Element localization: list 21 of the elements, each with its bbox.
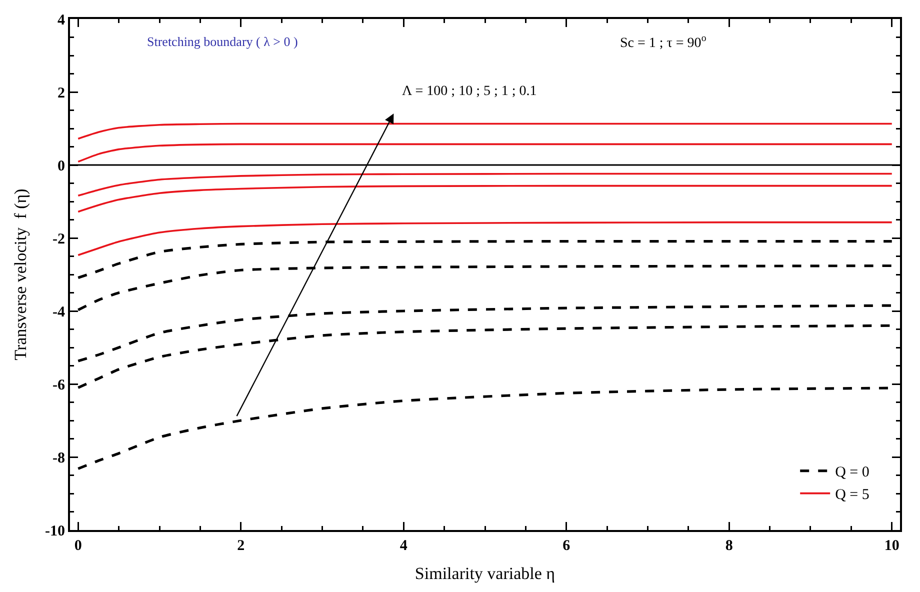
y-tick-label: -6 xyxy=(52,377,66,394)
y-tick-label: -4 xyxy=(52,304,66,320)
y-tick-label: 4 xyxy=(58,12,66,28)
x-tick-label: 8 xyxy=(725,538,733,554)
annotation: Sc = 1 ; τ = 90$^{o}$ xyxy=(620,33,706,51)
x-tick-label: 10 xyxy=(884,538,900,554)
legend-label: Q = 0 xyxy=(835,464,870,481)
x-tick-label: 2 xyxy=(237,538,245,554)
y-tick-label: 0 xyxy=(58,158,65,174)
x-tick-label: 0 xyxy=(74,538,82,554)
legend-label: Q = 5 xyxy=(835,487,870,504)
x-axis-title: Similarity variable η xyxy=(414,564,556,583)
y-tick-label: -10 xyxy=(45,523,65,540)
annotation: Λ = 100 ; 10 ; 5 ; 1 ; 0.1 xyxy=(402,84,537,99)
annotation: Stretching boundary ( λ > 0 ) xyxy=(147,34,298,49)
y-tick-label: -8 xyxy=(52,450,65,466)
y-tick-label: -2 xyxy=(52,231,65,248)
y-tick-label: 2 xyxy=(58,85,65,102)
y-axis-title: Transverse velocity f (η) xyxy=(11,188,30,360)
x-tick-label: 4 xyxy=(400,538,408,554)
x-tick-label: 6 xyxy=(562,538,571,554)
